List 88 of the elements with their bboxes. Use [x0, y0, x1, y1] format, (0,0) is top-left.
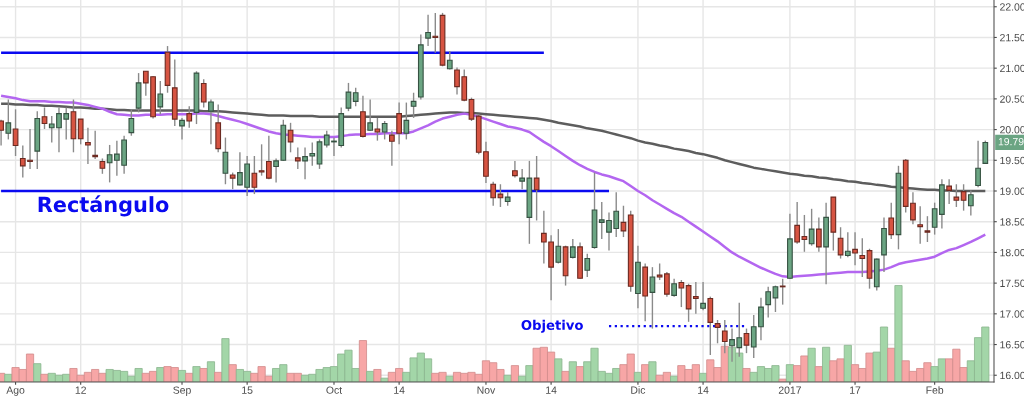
candlestick	[410, 92, 417, 119]
candlestick	[620, 205, 627, 238]
x-tick-label: Oct	[326, 386, 343, 394]
candlestick	[389, 130, 395, 167]
bar	[373, 369, 382, 382]
candlestick	[222, 136, 229, 185]
candlestick	[403, 101, 410, 141]
candlestick	[815, 216, 822, 253]
annotation: Rectángulo	[38, 195, 169, 217]
candlestick	[584, 252, 591, 278]
bar	[648, 361, 657, 382]
candlestick	[917, 205, 924, 245]
bar	[33, 363, 42, 382]
candlestick	[837, 226, 844, 260]
candlestick	[700, 281, 706, 311]
x-tick-label: Nov	[477, 386, 496, 394]
candlestick	[678, 279, 685, 308]
candlestick	[779, 278, 786, 306]
candlestick	[569, 238, 576, 260]
bar	[221, 338, 230, 382]
x-tick-label: 14	[698, 386, 709, 394]
candlestick	[859, 237, 866, 278]
candlestick	[316, 138, 323, 170]
bar	[206, 361, 215, 382]
candlestick	[251, 155, 258, 195]
annotation: Objetivo	[521, 319, 583, 333]
x-tick-label: 17	[850, 386, 861, 394]
x-tick-label: 2017	[778, 386, 801, 394]
candlestick	[128, 108, 135, 137]
bar	[894, 285, 903, 382]
candlestick	[41, 106, 48, 130]
candlestick	[186, 105, 193, 129]
candlestick	[287, 122, 294, 154]
candlestick	[888, 201, 895, 240]
bar	[358, 340, 367, 382]
bar	[199, 368, 208, 382]
candlestick	[432, 12, 439, 54]
candlestick	[707, 295, 714, 356]
candlestick	[533, 155, 540, 222]
candlestick	[179, 117, 185, 141]
candlestick	[367, 98, 374, 132]
candlestick	[345, 82, 352, 112]
x-tick-label: Dic	[631, 386, 646, 394]
candlestick	[714, 319, 721, 345]
candlestick	[960, 183, 967, 212]
candlestick	[975, 139, 981, 189]
candlestick	[352, 87, 359, 107]
candlestick	[396, 101, 402, 146]
x-tick-label: 12	[75, 386, 86, 394]
x-tick-label: Sep	[173, 386, 191, 396]
candlestick	[92, 130, 99, 160]
line-series	[0, 94, 987, 279]
candlestick	[12, 108, 19, 157]
candlestick	[157, 80, 164, 115]
candlestick	[5, 98, 12, 141]
bar	[380, 377, 389, 382]
x-tick-label: 15	[242, 386, 253, 394]
candlestick	[381, 120, 388, 141]
x-tick-label: 14	[394, 386, 405, 394]
candlestick	[374, 117, 381, 142]
candlestick	[294, 146, 301, 170]
bar	[778, 378, 787, 382]
candlestick	[555, 228, 562, 265]
candlestick	[844, 231, 851, 259]
candlestick	[982, 139, 989, 165]
candlestick	[77, 118, 84, 146]
candlestick	[852, 231, 858, 267]
x-tick-label: Feb	[926, 386, 944, 394]
candlestick	[808, 208, 815, 247]
x-tick-label: Ago	[6, 386, 25, 396]
bar	[561, 370, 570, 382]
candlestick	[924, 215, 931, 243]
bar	[510, 365, 519, 382]
candlestick	[425, 14, 431, 47]
bar	[554, 358, 563, 382]
candlestick	[946, 178, 953, 205]
bar	[843, 344, 852, 382]
candlestick	[208, 98, 214, 146]
annotation: 19.79	[998, 137, 1024, 146]
bar	[807, 347, 816, 382]
candlestick	[743, 327, 750, 354]
candlestick	[967, 189, 974, 217]
candlestick	[649, 266, 656, 330]
candlestick	[85, 127, 91, 165]
x-tick-label: 14	[546, 386, 557, 394]
bar	[228, 364, 237, 382]
candlestick	[953, 183, 960, 208]
candlestick	[200, 78, 207, 109]
